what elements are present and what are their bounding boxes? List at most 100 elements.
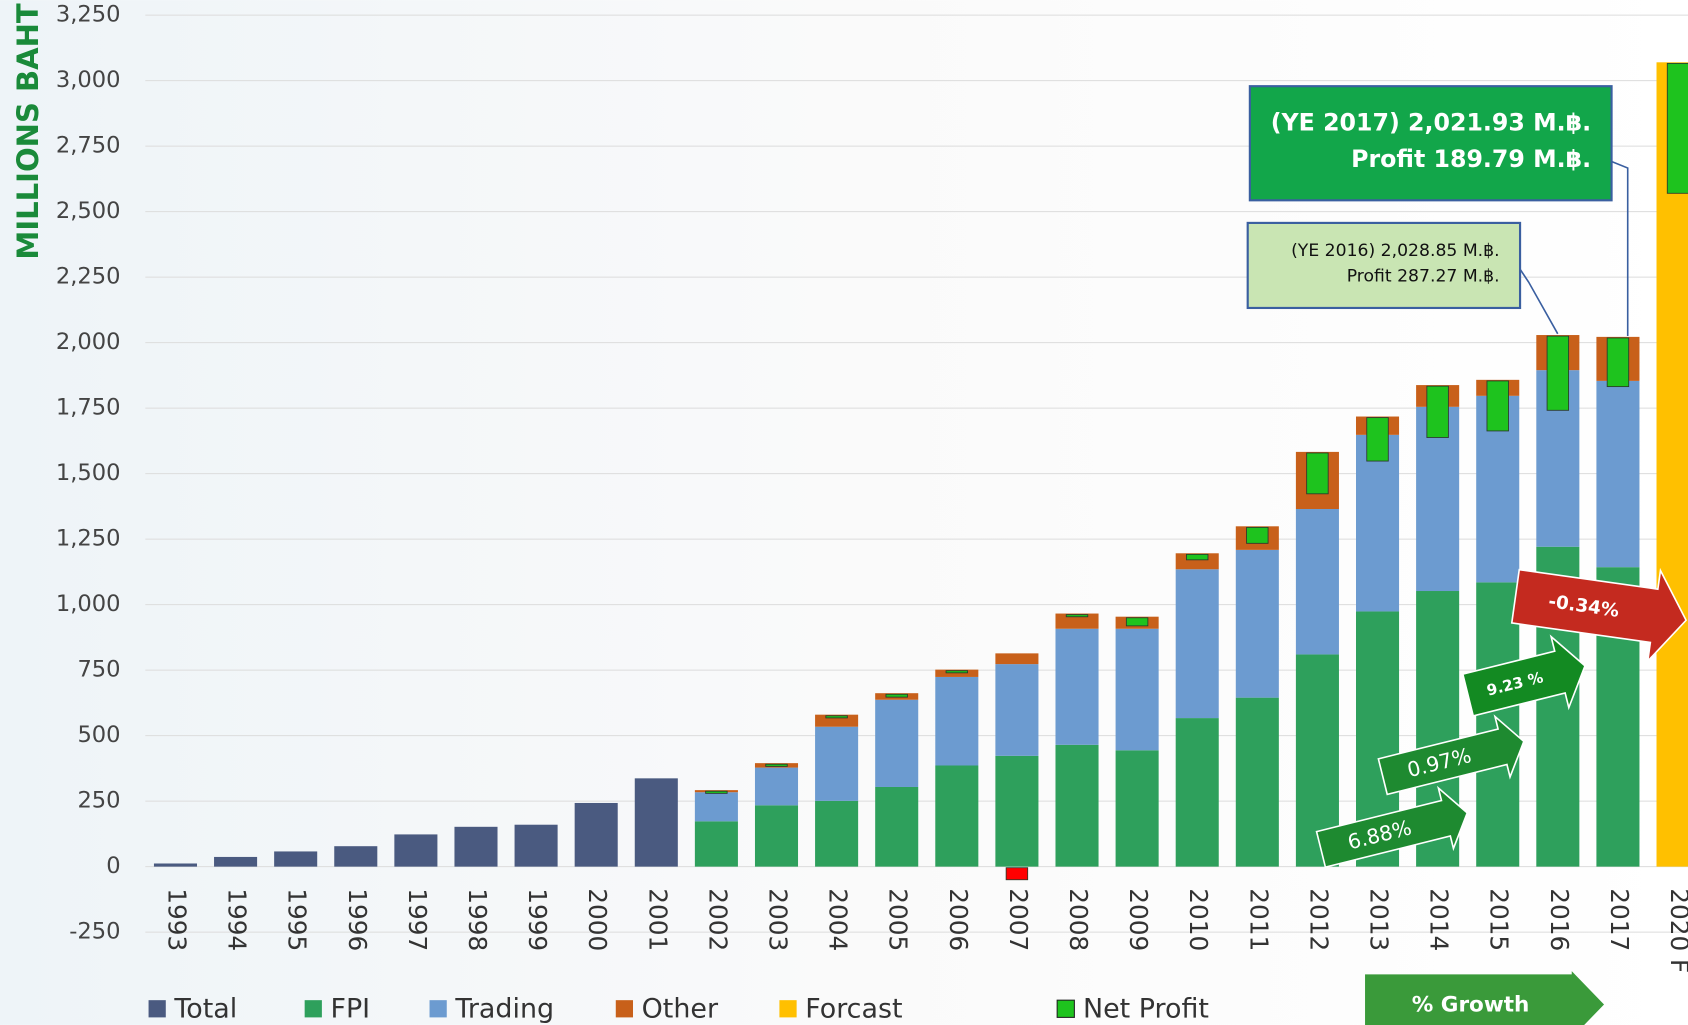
bar-segment	[875, 787, 918, 867]
x-tick-label: 1994	[223, 888, 252, 951]
bar-segment	[1055, 629, 1098, 745]
y-tick-label: 2,000	[56, 329, 121, 355]
y-tick-label: 3,250	[56, 2, 121, 28]
x-tick-label: 2011	[1244, 888, 1273, 951]
page: {"chart_data": {"type": "bar", "stacked"…	[0, 0, 1688, 1025]
callout-text: Profit 189.79 M.฿.	[1351, 145, 1591, 173]
legend-swatch	[430, 1000, 447, 1017]
x-tick-label: 2003	[764, 888, 793, 951]
bar-segment	[695, 821, 738, 866]
x-tick-label: 2014	[1425, 888, 1454, 951]
callout-text: (YE 2017) 2,021.93 M.฿.	[1271, 108, 1591, 136]
legend-swatch	[305, 1000, 322, 1017]
net-profit-box	[1126, 618, 1148, 626]
y-tick-label: 750	[77, 657, 120, 683]
net-profit-box	[1607, 338, 1629, 387]
y-tick-label: 3,000	[56, 67, 121, 93]
legend-swatch	[779, 1000, 796, 1017]
bar-segment	[995, 653, 1038, 664]
bar-segment	[935, 677, 978, 766]
net-profit-box	[1367, 418, 1389, 461]
legend-label: Other	[642, 993, 719, 1024]
y-tick-label: 2,500	[56, 198, 121, 224]
net-profit-box	[1307, 453, 1329, 494]
bar-segment	[815, 801, 858, 867]
x-tick-label: 1999	[523, 888, 552, 951]
bar-segment	[995, 664, 1038, 756]
x-tick-label: 2015	[1485, 888, 1514, 951]
bar-segment	[935, 766, 978, 867]
callout-box	[1248, 223, 1520, 308]
net-profit-box	[1066, 615, 1088, 617]
bar-segment	[1236, 698, 1279, 867]
y-tick-label: -250	[69, 919, 120, 945]
y-axis-title: MILLIONS BAHT	[11, 3, 45, 260]
bar-segment	[1116, 750, 1159, 866]
bar-segment	[575, 803, 618, 867]
x-tick-label: 1996	[343, 888, 372, 951]
x-tick-label: 1995	[283, 888, 312, 951]
y-tick-label: 2,250	[56, 264, 121, 290]
x-tick-label: 2002	[703, 888, 732, 951]
bar-segment	[1055, 745, 1098, 867]
x-tick-label: 2009	[1124, 888, 1153, 951]
bar-segment	[815, 727, 858, 801]
bar-segment	[635, 778, 678, 866]
net-profit-box	[826, 716, 848, 718]
legend-label: Forcast	[805, 993, 902, 1024]
y-tick-label: 1,000	[56, 591, 121, 617]
y-tick-label: 0	[106, 853, 120, 879]
legend-label: Total	[173, 993, 237, 1024]
y-tick-label: 1,500	[56, 460, 121, 486]
x-tick-label: 2007	[1004, 888, 1033, 951]
callout-text: (YE 2016) 2,028.85 M.฿.	[1291, 241, 1500, 261]
net-profit-box	[1006, 868, 1028, 880]
x-tick-label: 2004	[824, 888, 853, 951]
growth-legend-label: % Growth	[1412, 993, 1530, 1018]
bar-segment	[1296, 509, 1339, 654]
x-tick-label: 2010	[1184, 888, 1213, 951]
bar-segment	[334, 846, 377, 866]
net-profit-box	[706, 791, 728, 793]
bar-segment	[154, 863, 197, 866]
bar-segment	[755, 768, 798, 806]
x-tick-label: 2006	[944, 888, 973, 951]
x-tick-label: 1998	[463, 888, 492, 951]
bar-segment	[695, 792, 738, 821]
net-profit-box	[1186, 554, 1208, 559]
x-tick-label: 2008	[1064, 888, 1093, 951]
bar-segment	[214, 857, 257, 867]
y-tick-label: 250	[77, 788, 120, 814]
legend-label: FPI	[330, 993, 370, 1024]
y-tick-label: 2,750	[56, 133, 121, 159]
bar-segment	[875, 700, 918, 787]
bar-segment	[274, 851, 317, 866]
legend-swatch	[1057, 1000, 1074, 1017]
x-tick-label: 2012	[1304, 888, 1333, 951]
chart: MILLIONS BAHT -250 0 250 500 750 1,000 1,250 1,…	[0, 0, 1688, 1025]
x-tick-label: 1997	[403, 888, 432, 951]
x-tick-label: 2020 F	[1665, 888, 1688, 973]
x-tick-label: 2005	[884, 888, 913, 951]
growth-legend: % Growth	[1365, 971, 1604, 1025]
y-tick-label: 500	[77, 722, 120, 748]
bar-segment	[755, 805, 798, 866]
y-tick-label: 1,250	[56, 526, 121, 552]
bar-segment	[454, 827, 497, 867]
bar-segment	[1176, 569, 1219, 718]
bar-segment	[995, 756, 1038, 867]
x-tick-label: 2016	[1545, 888, 1574, 951]
bar-segment	[1596, 381, 1639, 567]
x-tick-label: 1993	[162, 888, 191, 951]
net-profit-box	[1667, 63, 1688, 193]
legend-label: Net Profit	[1083, 993, 1209, 1024]
net-profit-box	[1247, 527, 1269, 543]
y-tick-label: 1,750	[56, 395, 121, 421]
bar-segment	[394, 834, 437, 866]
bar-segment	[1236, 550, 1279, 698]
x-tick-label: 2001	[643, 888, 672, 951]
x-tick-label: 2013	[1365, 888, 1394, 951]
legend-label: Trading	[454, 993, 554, 1024]
net-profit-box	[766, 764, 788, 766]
x-tick-label: 2017	[1605, 888, 1634, 951]
